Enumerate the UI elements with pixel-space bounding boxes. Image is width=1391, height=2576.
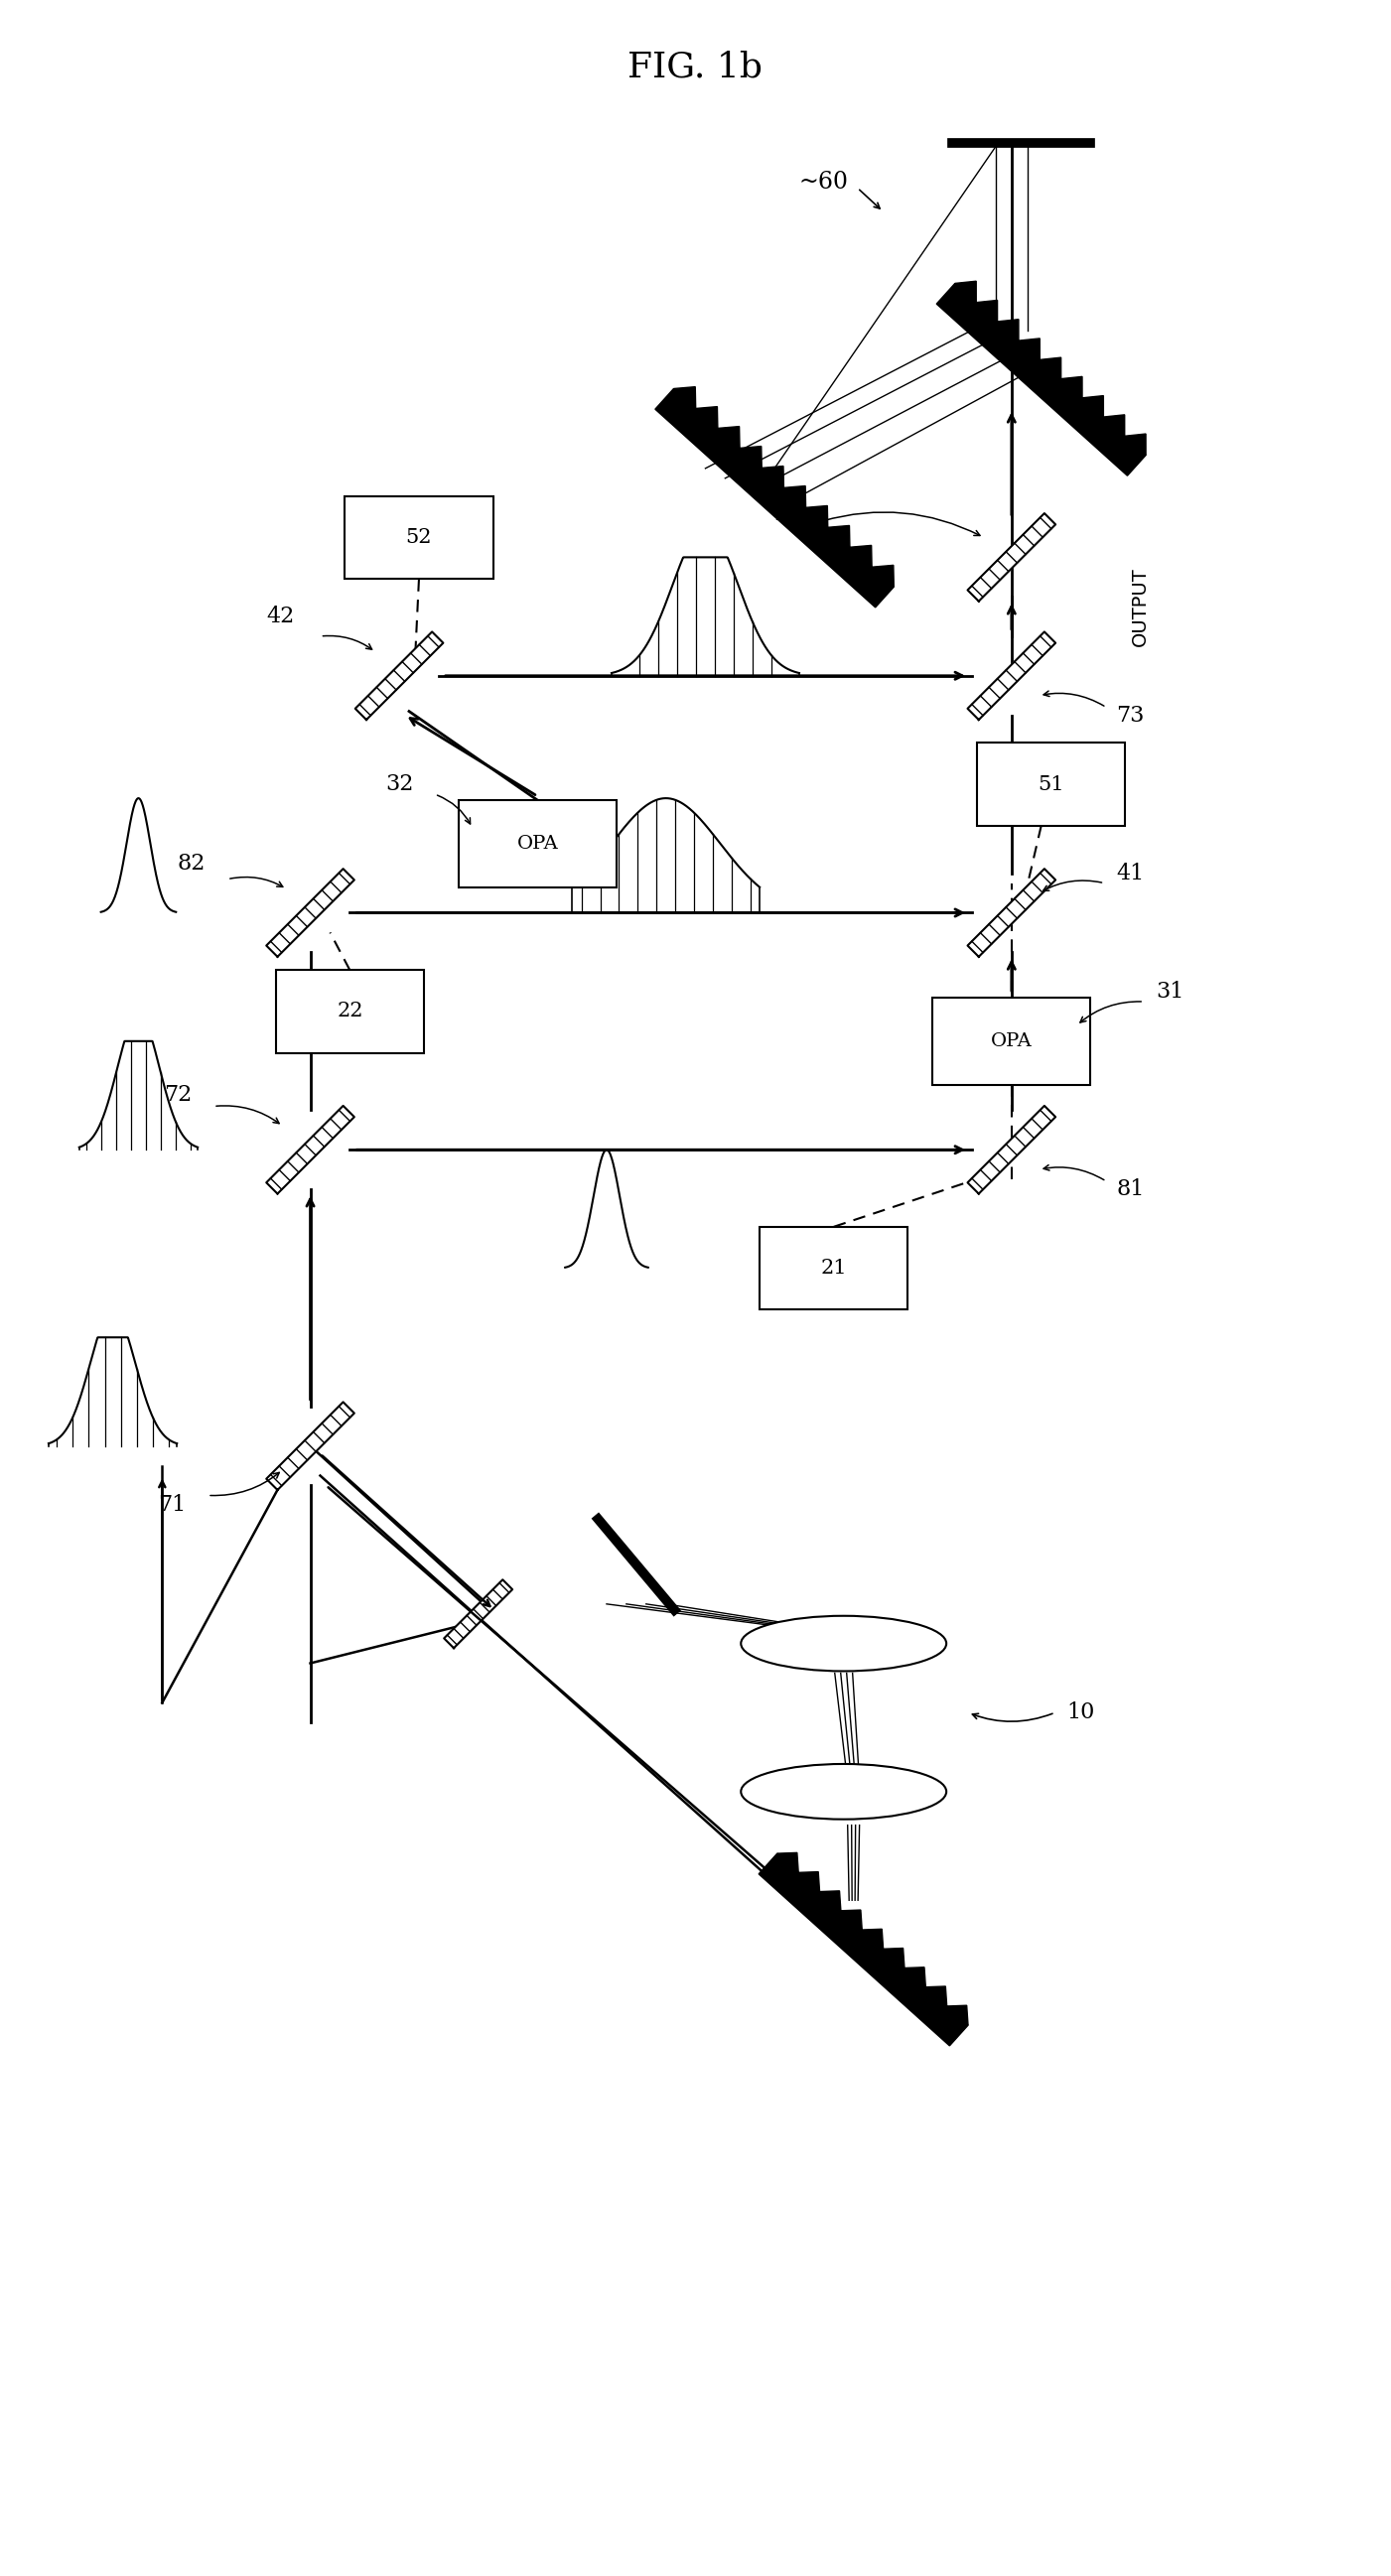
Text: OPA: OPA [516,835,558,853]
Bar [759,1226,908,1309]
Polygon shape [655,389,894,608]
Polygon shape [904,1968,925,1986]
Polygon shape [612,556,800,675]
Text: 72: 72 [164,1084,192,1105]
Bar [345,497,492,580]
Polygon shape [968,631,1056,719]
Polygon shape [673,386,696,410]
Ellipse shape [741,1615,946,1672]
Polygon shape [718,428,740,448]
Polygon shape [976,301,997,322]
Text: ~60: ~60 [798,170,849,193]
Polygon shape [266,868,355,956]
Text: 32: 32 [385,773,413,796]
Polygon shape [778,1852,798,1873]
Bar [459,801,616,886]
Polygon shape [925,1986,947,2007]
Polygon shape [758,1855,968,2045]
Polygon shape [79,1041,198,1149]
Polygon shape [956,281,976,301]
Polygon shape [355,631,444,719]
Polygon shape [862,1929,883,1950]
Polygon shape [266,1105,355,1193]
Polygon shape [49,1337,177,1445]
Bar [976,742,1125,827]
Text: 73: 73 [1116,703,1145,726]
Text: 31: 31 [1156,981,1184,1002]
Polygon shape [805,505,828,528]
Polygon shape [828,526,850,546]
Polygon shape [936,283,1146,477]
Polygon shape [1018,337,1040,361]
Polygon shape [883,1947,904,1968]
Polygon shape [1040,358,1061,379]
Polygon shape [1125,433,1146,456]
Text: OPA: OPA [990,1033,1032,1051]
Polygon shape [783,487,805,507]
Text: 10: 10 [1067,1703,1095,1723]
Polygon shape [872,564,894,587]
Polygon shape [997,319,1018,340]
Polygon shape [850,546,872,567]
Polygon shape [1061,376,1082,397]
Polygon shape [840,1909,862,1929]
Polygon shape [444,1579,512,1649]
Bar [932,997,1091,1084]
Text: 51: 51 [1038,775,1064,793]
Text: 21: 21 [821,1260,847,1278]
Text: FIG. 1b: FIG. 1b [627,52,764,85]
Text: OUTPUT: OUTPUT [1131,567,1149,647]
Polygon shape [968,1105,1056,1193]
Polygon shape [819,1891,840,1911]
Ellipse shape [741,1765,946,1819]
Text: 71: 71 [159,1494,186,1517]
Text: 22: 22 [337,1002,363,1020]
Polygon shape [762,466,783,487]
Text: 52: 52 [406,528,433,546]
Polygon shape [1103,415,1125,435]
Text: 74: 74 [771,502,798,526]
Polygon shape [1082,397,1103,417]
Polygon shape [696,407,718,428]
Text: 42: 42 [267,605,295,629]
Polygon shape [740,446,762,469]
Polygon shape [266,1401,355,1489]
Polygon shape [947,2007,968,2025]
Text: 82: 82 [178,853,206,873]
Polygon shape [968,868,1056,956]
Polygon shape [572,799,759,912]
Polygon shape [968,513,1056,600]
Bar [275,971,424,1054]
Polygon shape [798,1873,819,1891]
Text: 81: 81 [1116,1177,1145,1200]
Text: 41: 41 [1116,863,1143,884]
